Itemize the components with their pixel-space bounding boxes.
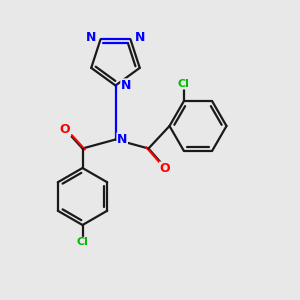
Text: N: N — [117, 133, 128, 146]
Text: O: O — [160, 162, 170, 175]
Text: N: N — [85, 32, 96, 44]
Text: N: N — [121, 79, 131, 92]
Text: Cl: Cl — [76, 237, 88, 248]
Text: Cl: Cl — [178, 79, 190, 89]
Text: N: N — [135, 32, 146, 44]
Text: O: O — [60, 123, 70, 136]
